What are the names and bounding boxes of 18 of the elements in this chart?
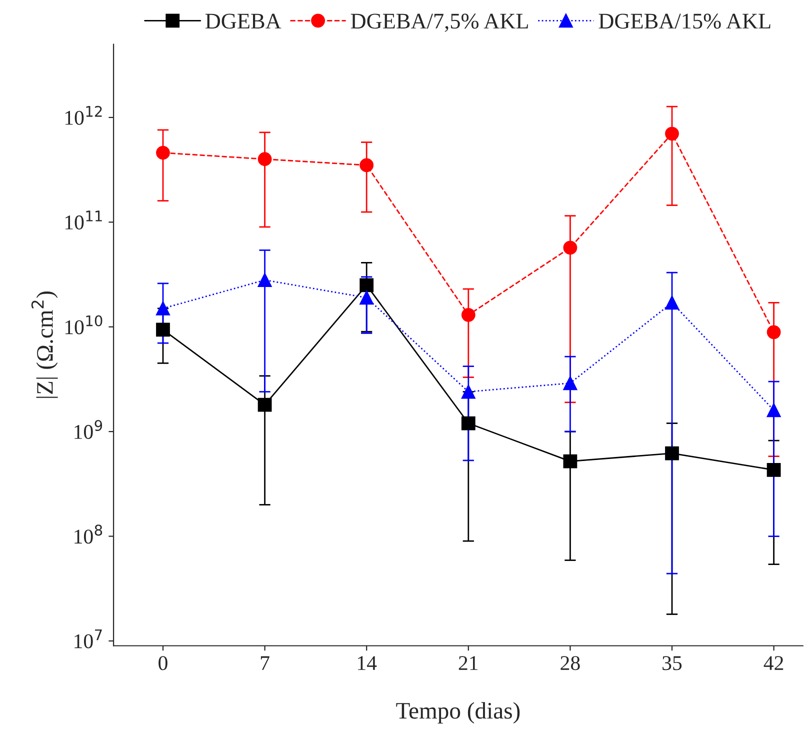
y-axis-title: |Z| (Ω.cm$^{2}$) — [31, 292, 58, 398]
y-tick-label: 10$^{10}$ — [65, 315, 102, 334]
legend-label: DGEBA/15% AKL — [598, 14, 770, 29]
y-tick-label: 10$^{11}$ — [65, 210, 102, 230]
legend-label: DGEBA/7,5% AKL — [350, 14, 528, 32]
x-tick-label: 28 — [560, 656, 580, 670]
y-tick-label: 10$^{8}$ — [74, 524, 102, 544]
x-tick-label: 0 — [158, 656, 168, 670]
y-tick-label: 10$^{12}$ — [65, 106, 102, 125]
x-tick-label: 21 — [458, 656, 478, 670]
legend-label: DGEBA — [205, 14, 282, 29]
y-tick-label: 10$^{9}$ — [74, 420, 102, 439]
x-tick-label: 14 — [358, 656, 377, 670]
y-tick-label: 10$^{7}$ — [74, 629, 102, 648]
x-tick-label: 7 — [260, 656, 270, 670]
x-axis-title: Tempo (dias) — [396, 702, 520, 724]
x-tick-label: 42 — [764, 656, 784, 670]
x-tick-label: 35 — [662, 656, 682, 670]
